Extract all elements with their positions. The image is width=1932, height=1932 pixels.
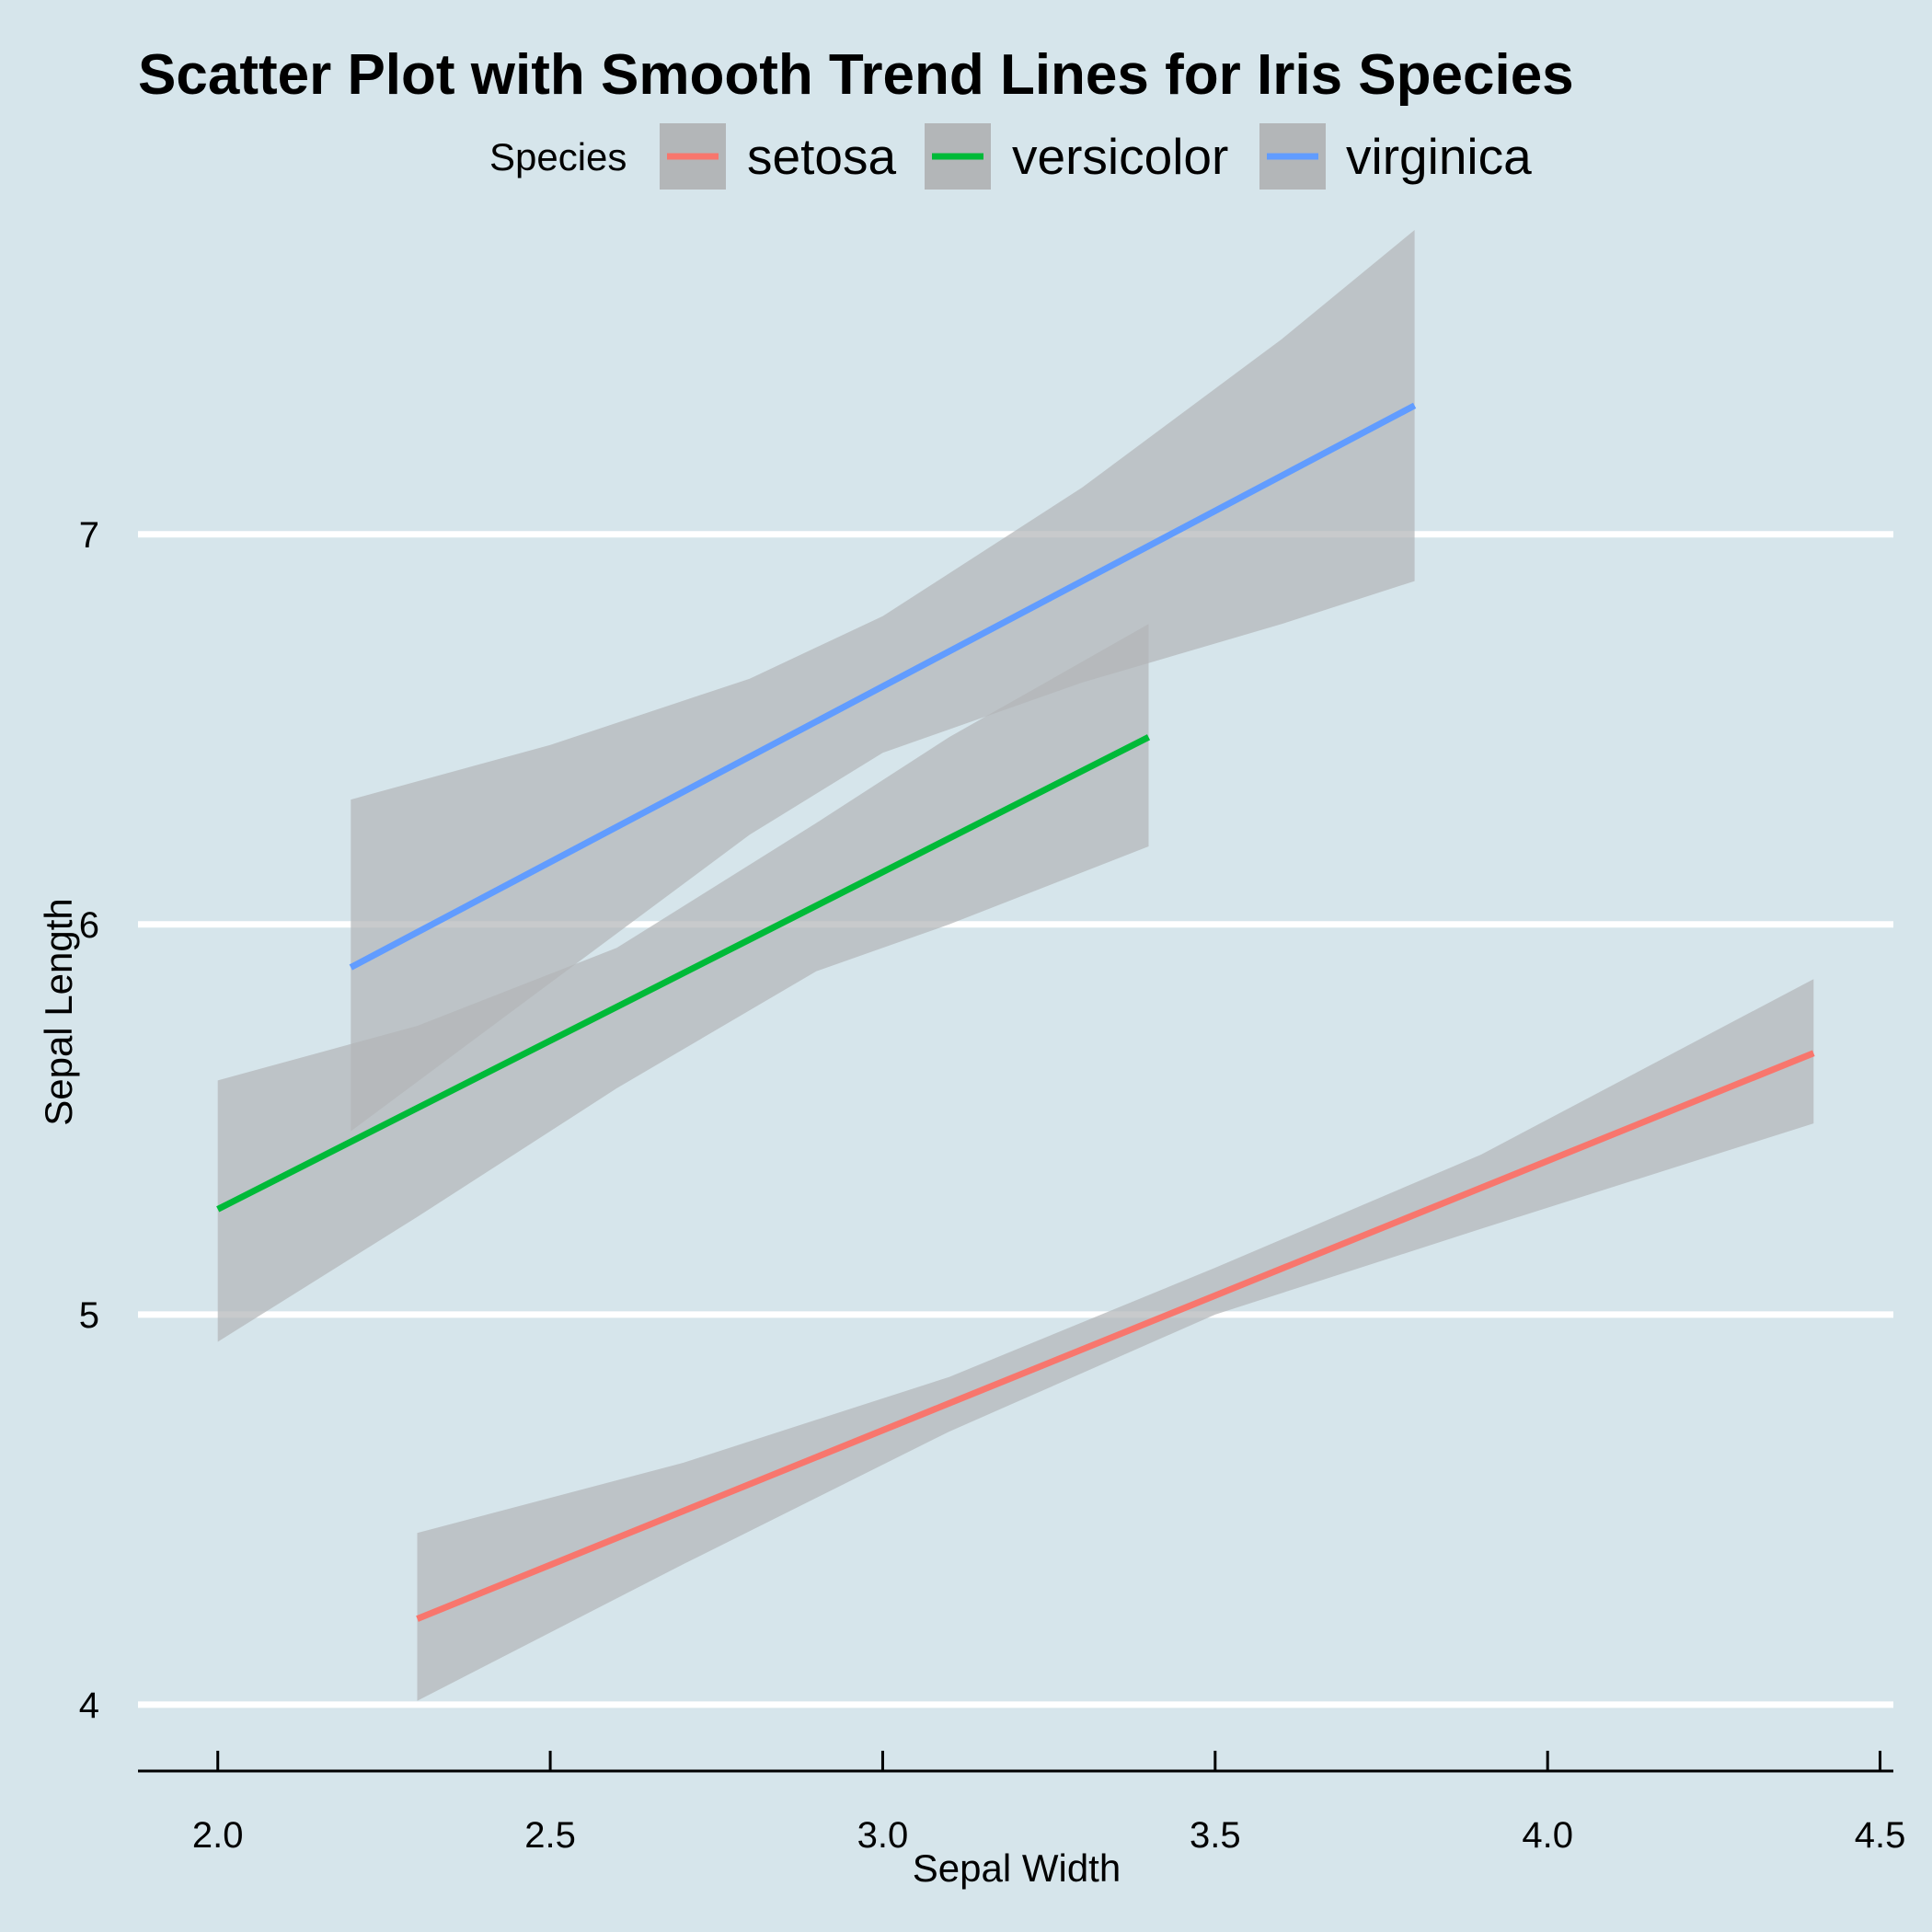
- y-axis: 4 5 6 7: [79, 515, 99, 1726]
- y-tick-label-5: 5: [79, 1295, 99, 1336]
- x-tick-label-4.5: 4.5: [1855, 1815, 1906, 1856]
- legend-label-versicolor: versicolor: [1012, 128, 1228, 185]
- y-tick-label-6: 6: [79, 905, 99, 946]
- x-tick-label-3.0: 3.0: [857, 1815, 909, 1856]
- band-virginica: [351, 230, 1415, 1132]
- trend-line-virginica: [349, 402, 1417, 971]
- band-setosa: [417, 979, 1814, 1701]
- x-tick-label-3.5: 3.5: [1190, 1815, 1241, 1856]
- x-axis-label: Sepal Width: [913, 1846, 1121, 1890]
- y-tick-label-4: 4: [79, 1685, 99, 1726]
- legend-label-setosa: setosa: [747, 128, 896, 185]
- trend-line-versicolor: [216, 734, 1151, 1213]
- legend: Species setosa versicolor virginica: [489, 123, 1532, 190]
- x-tick-label-2.0: 2.0: [192, 1815, 244, 1856]
- y-axis-label: Sepal Length: [37, 898, 80, 1126]
- x-tick-label-2.5: 2.5: [524, 1815, 576, 1856]
- legend-title: Species: [489, 135, 627, 178]
- x-tick-label-4.0: 4.0: [1522, 1815, 1573, 1856]
- chart-title: Scatter Plot with Smooth Trend Lines for…: [138, 43, 1574, 107]
- band-versicolor: [217, 624, 1149, 1342]
- legend-label-virginica: virginica: [1346, 128, 1532, 185]
- trend-lines: [216, 402, 1815, 1622]
- trend-line-setosa: [416, 1050, 1815, 1622]
- y-tick-label-7: 7: [79, 515, 99, 556]
- confidence-bands: [217, 230, 1814, 1701]
- x-axis: 2.0 2.5 3.0 3.5 4.0 4.5: [138, 1751, 1905, 1856]
